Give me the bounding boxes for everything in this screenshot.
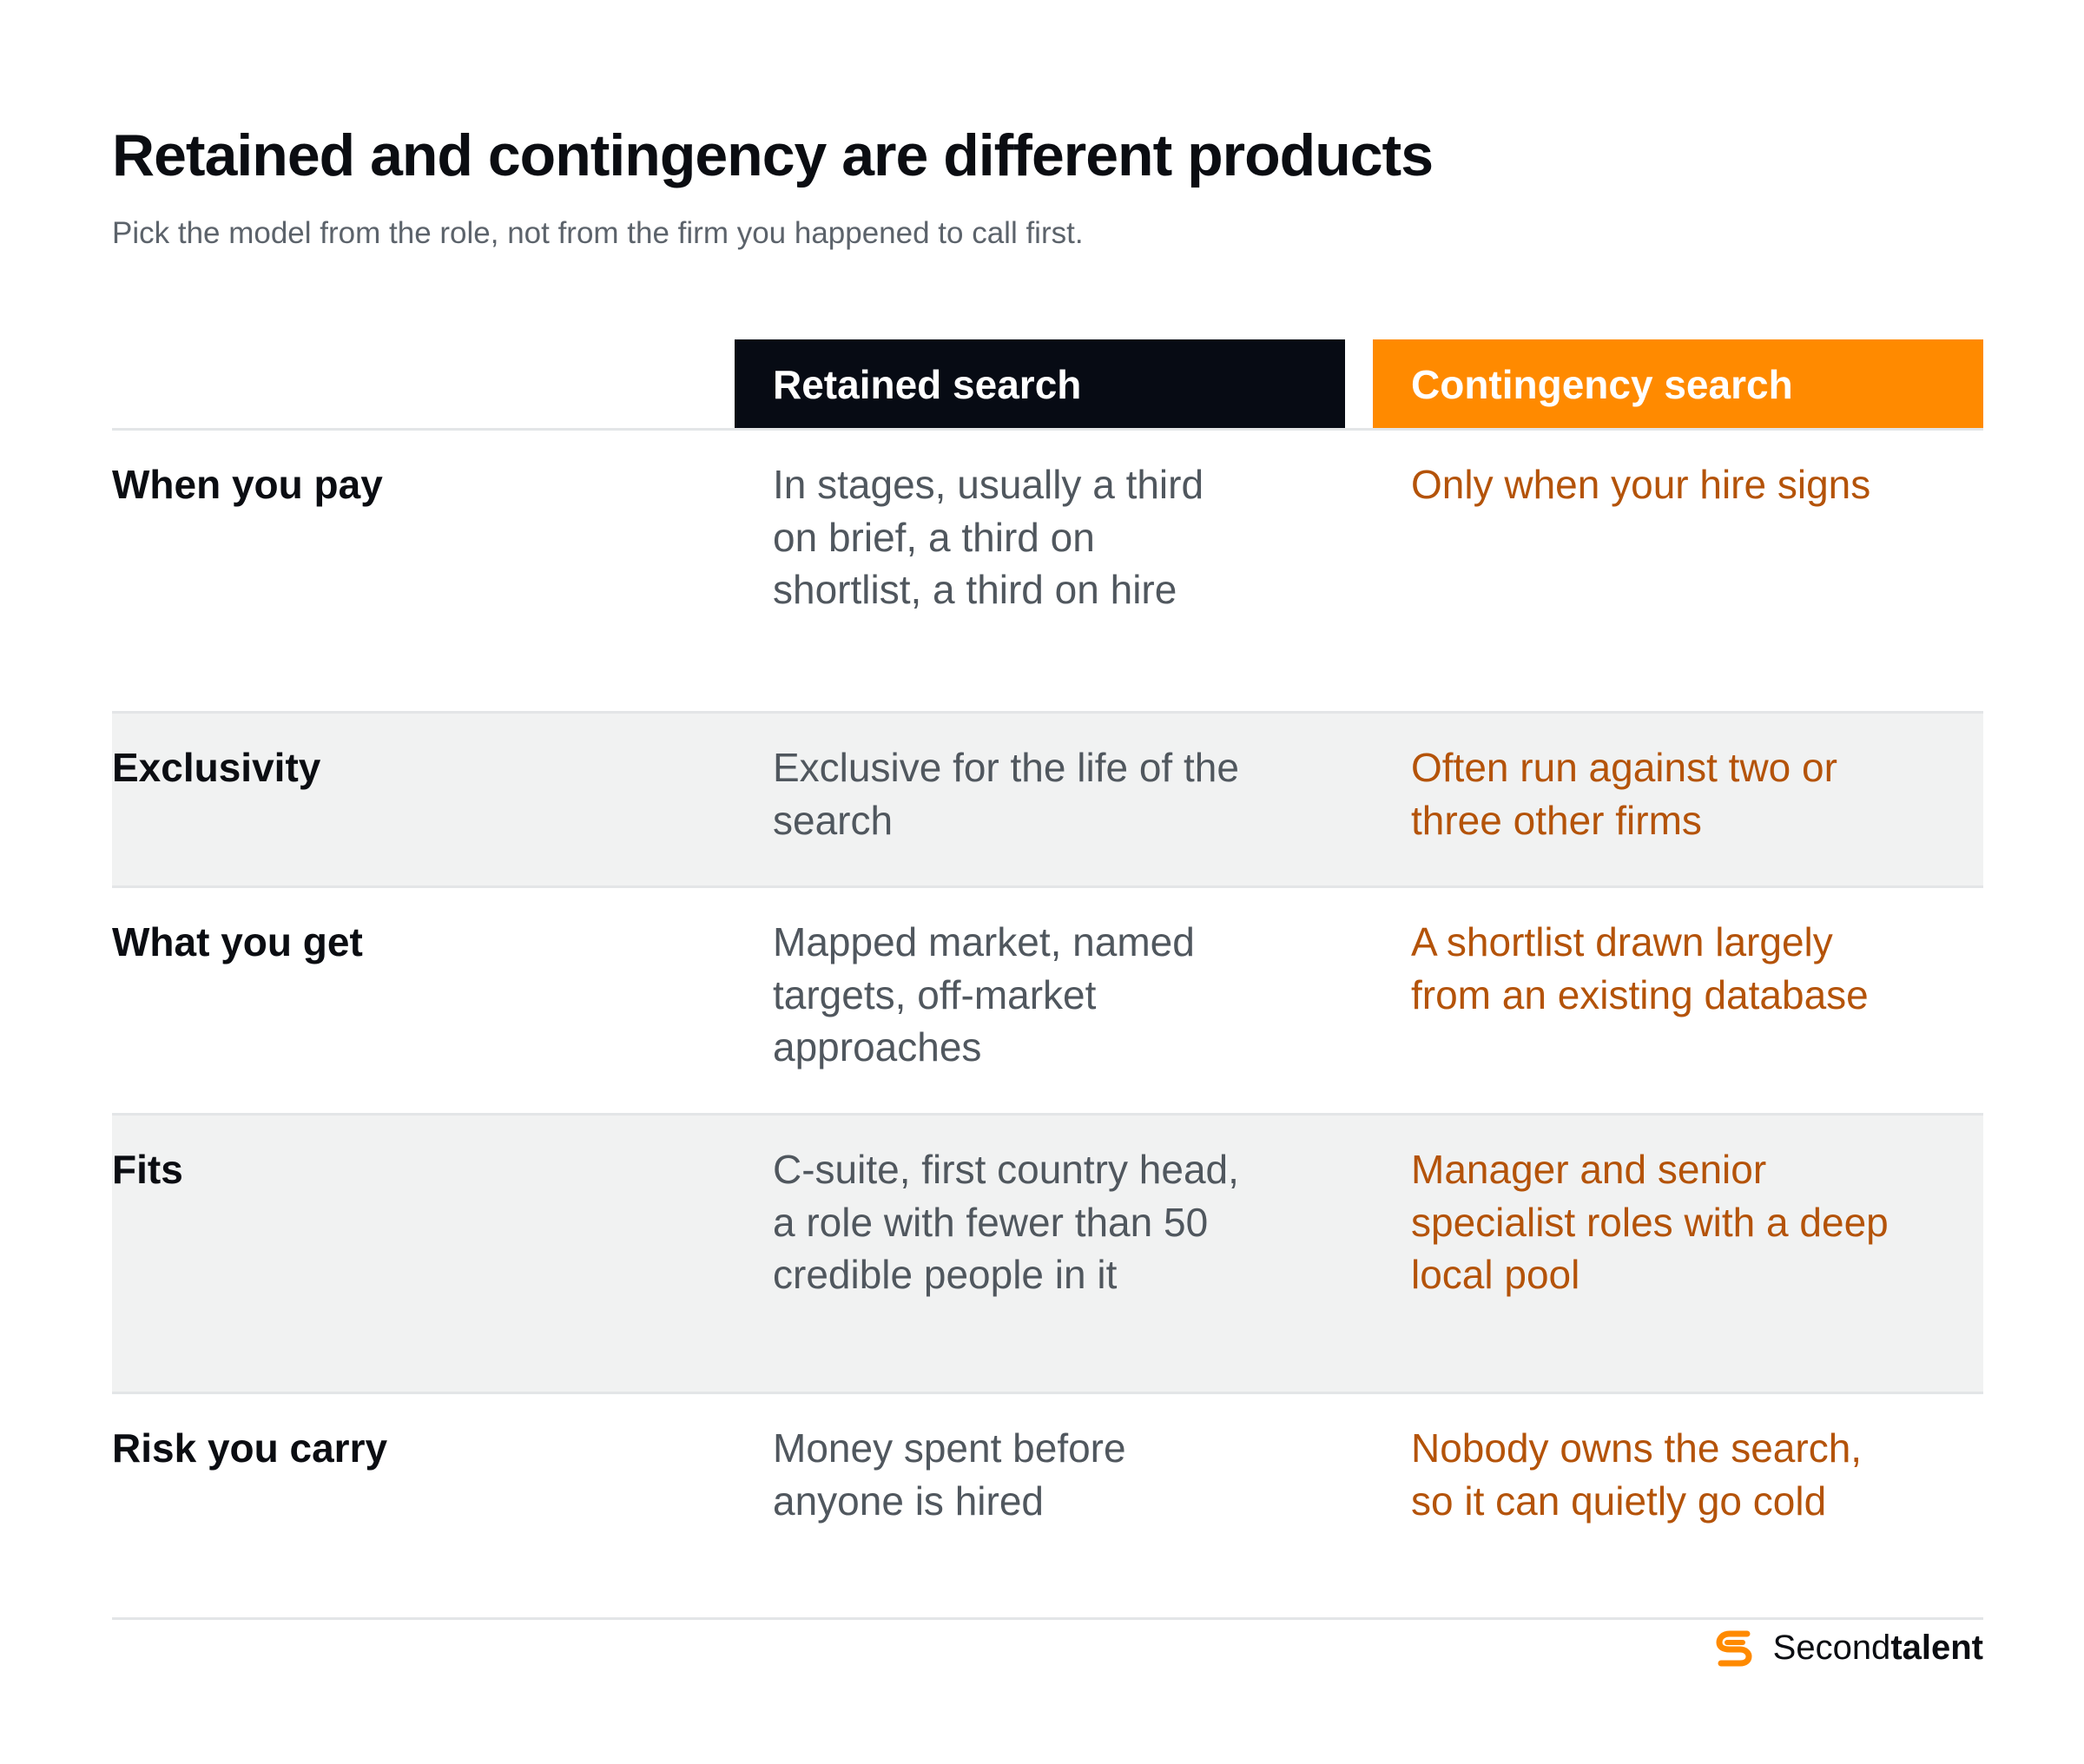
row-divider: [112, 711, 1983, 714]
table-row-exclusivity: Exclusivity Exclusive for the life of th…: [112, 714, 1983, 885]
row-divider: [112, 1392, 1983, 1394]
contingency-cell: Manager and senior specialist roles with…: [1411, 1147, 1889, 1297]
brand-name-regular: Second: [1772, 1628, 1891, 1667]
table-row-when-you-pay: When you pay In stages, usually a third …: [112, 431, 1983, 711]
contingency-cell: A shortlist drawn largely from an existi…: [1411, 919, 1869, 1017]
table-row-what-you-get: What you get Mapped market, named target…: [112, 888, 1983, 1113]
retained-cell: In stages, usually a third on brief, a t…: [773, 462, 1204, 612]
retained-cell: Exclusive for the life of the search: [773, 745, 1239, 843]
row-label: Exclusivity: [112, 745, 321, 790]
contingency-search-column-header: Contingency search: [1373, 339, 1983, 429]
page-subtitle: Pick the model from the role, not from t…: [112, 216, 1084, 250]
row-label: When you pay: [112, 462, 383, 507]
secondtalent-logo-icon: [1716, 1630, 1752, 1667]
table-bottom-divider: [112, 1617, 1983, 1620]
contingency-cell: Often run against two or three other fir…: [1411, 745, 1837, 843]
retained-cell: C-suite, first country head, a role with…: [773, 1147, 1239, 1297]
table-row-fits: Fits C-suite, first country head, a role…: [112, 1116, 1983, 1392]
table-header-divider: [112, 428, 1983, 431]
retained-cell: Money spent before anyone is hired: [773, 1425, 1126, 1524]
brand-name-bold: talent: [1890, 1628, 1983, 1667]
brand-name: Secondtalent: [1773, 1629, 1983, 1668]
row-label: Risk you carry: [112, 1425, 388, 1471]
row-label: What you get: [112, 919, 363, 964]
table-row-risk-you-carry: Risk you carry Money spent before anyone…: [112, 1394, 1983, 1617]
retained-cell: Mapped market, named targets, off-market…: [773, 919, 1195, 1070]
contingency-cell: Nobody owns the search, so it can quietl…: [1411, 1425, 1863, 1524]
page-title: Retained and contingency are different p…: [112, 122, 1434, 188]
row-divider: [112, 1113, 1983, 1116]
retained-search-column-header: Retained search: [735, 339, 1345, 429]
brand: Secondtalent: [1712, 1625, 1983, 1670]
row-label: Fits: [112, 1147, 183, 1192]
row-divider: [112, 885, 1983, 888]
contingency-cell: Only when your hire signs: [1411, 462, 1871, 507]
